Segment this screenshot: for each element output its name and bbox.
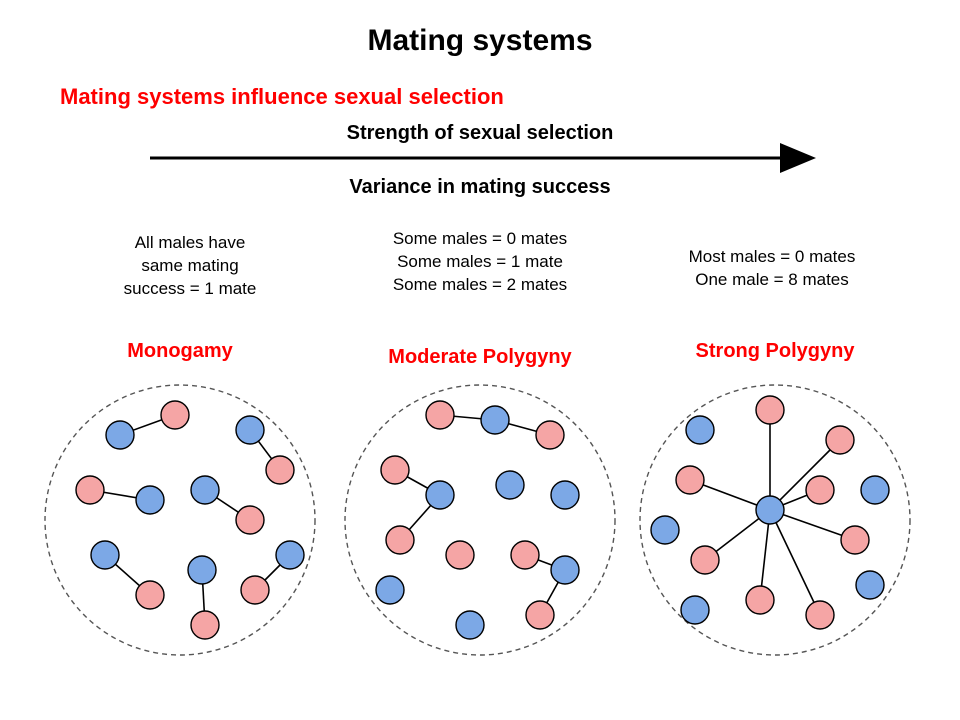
label-monogamy: Monogamy bbox=[127, 340, 233, 363]
label-moderate: Moderate Polygyny bbox=[388, 346, 571, 369]
desc-strong: Most males = 0 matesOne male = 8 mates bbox=[642, 246, 902, 292]
desc-moderate: Some males = 0 matesSome males = 1 mateS… bbox=[350, 228, 610, 297]
desc-monogamy: All males havesame matingsuccess = 1 mat… bbox=[80, 232, 300, 301]
label-strong: Strong Polygyny bbox=[696, 340, 855, 363]
